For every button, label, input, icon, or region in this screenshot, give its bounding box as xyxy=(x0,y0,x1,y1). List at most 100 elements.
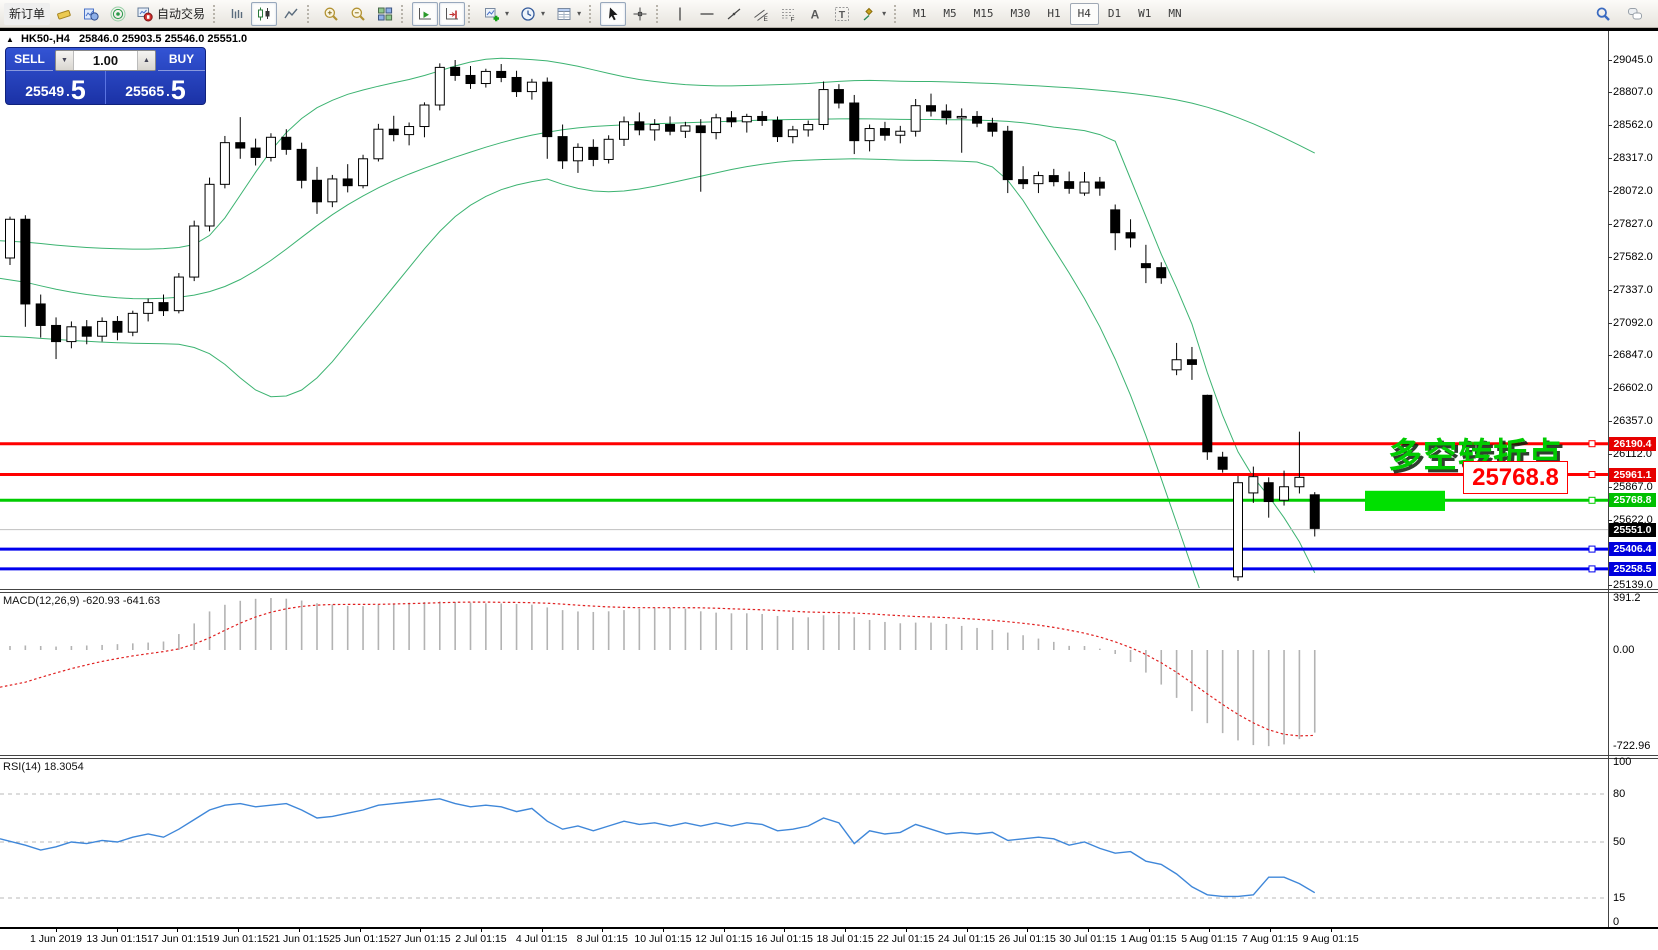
timeframe-mn[interactable]: MN xyxy=(1168,7,1182,20)
new-order-button[interactable]: 新订单 xyxy=(4,2,51,25)
volume-increase-button[interactable]: ▲ xyxy=(137,51,155,70)
templates-icon[interactable]: ▾ xyxy=(551,2,586,26)
macd-plot[interactable] xyxy=(0,592,1608,755)
time-tick xyxy=(1209,927,1211,932)
cursor-icon[interactable] xyxy=(600,1,627,26)
buy-price-button[interactable]: 25565. 5 xyxy=(106,71,205,104)
macd-histogram xyxy=(9,598,1316,747)
rsi-axis-label: 100 xyxy=(1613,756,1632,768)
toolbar-grip xyxy=(894,4,900,23)
time-axis-label: 9 Aug 01:15 xyxy=(1302,933,1359,945)
horizontal-line-object[interactable] xyxy=(0,440,1608,448)
crosshair-icon[interactable] xyxy=(627,2,653,26)
price-badge: 26190.4 xyxy=(1609,436,1656,451)
price-axis-label: 26602.0 xyxy=(1613,382,1653,395)
price-tick xyxy=(1608,585,1612,586)
svg-text:F: F xyxy=(791,16,795,22)
macd-axis-label: 0.00 xyxy=(1613,644,1635,656)
macd-axis-label: -722.96 xyxy=(1613,740,1651,753)
text-label-icon[interactable]: T xyxy=(829,2,855,26)
time-axis-label: 17 Jun 01:15 xyxy=(147,933,208,945)
price-tick xyxy=(1608,289,1612,291)
timeframe-h1[interactable]: H1 xyxy=(1047,7,1061,20)
price-tick xyxy=(1608,322,1612,324)
time-axis-label: 5 Aug 01:15 xyxy=(1181,933,1238,945)
highlight-rectangle-object[interactable] xyxy=(1365,490,1445,511)
sell-button[interactable]: SELL xyxy=(6,48,53,71)
time-axis-label: 8 Jul 01:15 xyxy=(576,933,628,945)
bar-chart-icon[interactable] xyxy=(224,2,250,26)
fibonacci-icon[interactable]: F xyxy=(775,2,801,26)
window-border xyxy=(0,28,1658,31)
price-tick xyxy=(1608,60,1612,61)
price-badge: 25406.4 xyxy=(1609,542,1656,557)
time-axis-label: 10 Jul 01:15 xyxy=(634,933,692,945)
price-axis-label: 26112.0 xyxy=(1613,448,1652,461)
panel-splitter[interactable] xyxy=(0,758,1658,759)
timeframe-m15[interactable]: M15 xyxy=(973,7,994,20)
tile-windows-icon[interactable] xyxy=(372,2,398,26)
horizontal-line-icon[interactable] xyxy=(694,2,720,26)
dropdown-arrow-icon[interactable]: ▾ xyxy=(882,9,887,18)
dropdown-arrow-icon[interactable]: ▾ xyxy=(505,9,510,18)
buy-price-fraction: 5 xyxy=(170,74,186,105)
metaeditor-icon[interactable] xyxy=(51,2,77,26)
panel-splitter[interactable] xyxy=(0,589,1658,590)
vertical-line-icon[interactable] xyxy=(667,2,693,26)
time-axis-label: 21 Jun 01:15 xyxy=(268,933,330,945)
panel-splitter[interactable] xyxy=(0,592,1658,593)
chat-icon[interactable] xyxy=(1622,2,1648,26)
dropdown-arrow-icon[interactable]: ▾ xyxy=(541,9,546,18)
time-tick xyxy=(905,927,907,932)
arrows-icon[interactable]: ▾ xyxy=(856,2,891,26)
signals-icon[interactable] xyxy=(105,2,131,26)
search-icon[interactable] xyxy=(1590,2,1616,26)
svg-text:A: A xyxy=(811,7,820,21)
volume-input[interactable] xyxy=(74,52,137,69)
buy-price-main: 25565 xyxy=(125,83,165,99)
indicators-add-icon[interactable]: ▾ xyxy=(479,2,514,26)
sell-price-button[interactable]: 25549. 5 xyxy=(6,71,106,104)
auto-scroll-icon[interactable] xyxy=(412,1,439,26)
time-tick xyxy=(298,927,300,932)
collapse-arrow-icon[interactable]: ▲ xyxy=(6,35,14,44)
candlestick-chart-icon[interactable] xyxy=(251,1,278,26)
buy-price-dot: . xyxy=(166,84,170,99)
price-tick xyxy=(1608,388,1612,390)
autotrading-button[interactable]: 自动交易 xyxy=(132,2,210,26)
horizontal-line-object[interactable] xyxy=(0,496,1608,504)
trendline-icon[interactable] xyxy=(721,2,747,26)
horizontal-line-object[interactable] xyxy=(0,565,1608,573)
sell-price-main: 25549 xyxy=(25,83,65,99)
zoom-out-icon[interactable] xyxy=(345,2,371,26)
timeframe-w1[interactable]: W1 xyxy=(1138,7,1152,20)
buy-button[interactable]: BUY xyxy=(158,48,205,71)
chart-shift-icon[interactable] xyxy=(439,1,466,26)
timeframe-h4[interactable]: H4 xyxy=(1069,2,1099,25)
horizontal-line-object[interactable] xyxy=(0,545,1608,553)
timeframe-d1[interactable]: D1 xyxy=(1107,7,1122,20)
main-chart-plot[interactable] xyxy=(0,31,1608,588)
timeframe-m1[interactable]: M1 xyxy=(913,7,927,20)
price-tick xyxy=(1608,355,1612,357)
profile-chart-icon[interactable] xyxy=(78,2,104,26)
timeframe-m5[interactable]: M5 xyxy=(943,7,957,20)
time-tick xyxy=(541,927,543,932)
dropdown-arrow-icon[interactable]: ▾ xyxy=(577,9,582,18)
equidistant-channel-icon[interactable]: E xyxy=(748,2,774,26)
sell-price-fraction: 5 xyxy=(70,74,86,105)
time-axis-label: 2 Jul 01:15 xyxy=(455,933,507,945)
horizontal-line-object[interactable] xyxy=(0,471,1608,478)
rsi-plot[interactable] xyxy=(0,758,1608,927)
zoom-in-icon[interactable] xyxy=(318,2,344,26)
text-icon[interactable]: A xyxy=(802,2,828,26)
volume-decrease-button[interactable]: ▼ xyxy=(56,51,74,70)
time-axis-label: 16 Jul 01:15 xyxy=(755,933,813,945)
timeframe-m30[interactable]: M30 xyxy=(1010,7,1031,20)
toolbar-grip xyxy=(213,4,219,23)
periods-icon[interactable]: ▾ xyxy=(515,2,550,26)
panel-splitter[interactable] xyxy=(0,755,1658,756)
autotrading-label: 自动交易 xyxy=(157,7,206,21)
price-tag-annotation[interactable]: 25768.8 xyxy=(1463,461,1568,494)
line-chart-icon[interactable] xyxy=(278,2,304,26)
